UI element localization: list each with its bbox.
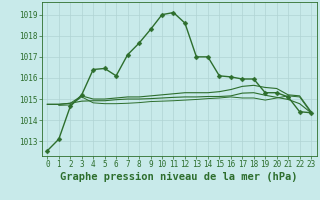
X-axis label: Graphe pression niveau de la mer (hPa): Graphe pression niveau de la mer (hPa) [60,172,298,182]
